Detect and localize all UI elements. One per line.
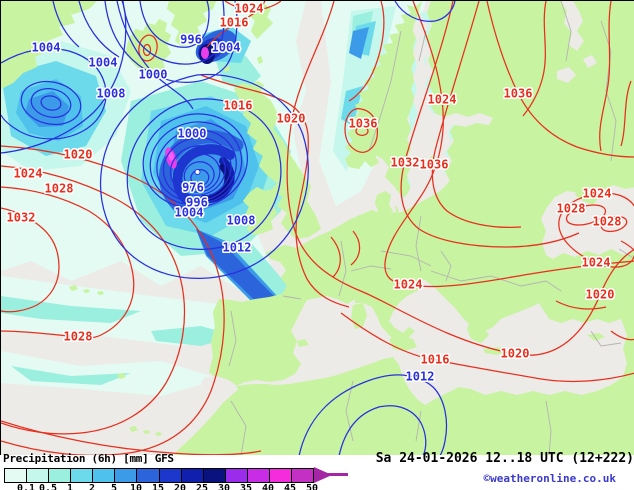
legend-title: Precipitation (6h) [mm] GFS — [3, 452, 174, 465]
isobar-label: 996 — [180, 33, 202, 47]
scale-cell — [269, 469, 293, 482]
isobar-labels: 1004100410001008996100410009769961004100… — [5, 1, 623, 385]
isobar-label: 1028 — [45, 182, 74, 196]
isobar-label: 1008 — [227, 214, 256, 228]
scale-cell — [27, 469, 50, 482]
isobar-label: 1032 — [7, 211, 36, 225]
scale-tick: 35 — [239, 483, 253, 490]
scale-tick: 20 — [173, 483, 187, 490]
isobar-label: 1028 — [593, 215, 622, 229]
isobar-label: 1004 — [212, 41, 241, 55]
scale-cell — [93, 469, 116, 482]
legend-datetime: Sa 24-01-2026 12..18 UTC (12+222) — [375, 451, 634, 466]
weather-map: 1004100410001008996100410009769961004100… — [1, 1, 634, 456]
scale-cell — [137, 469, 160, 482]
isobar-label: 1024 — [14, 167, 43, 181]
isobar-label: 1028 — [64, 330, 93, 344]
scale-tick: 50 — [305, 483, 319, 490]
map-area: 1004 1004 1000 1008 996 1004 1000 976 996 1004 100… — [0, 0, 634, 456]
scale-tick: 0.1 — [16, 483, 36, 490]
scale-tick: 1 — [66, 483, 74, 490]
scale-cell — [5, 469, 28, 482]
scale-cell — [247, 469, 270, 482]
isobar-label: 1000 — [178, 127, 207, 141]
isobar-label: 1020 — [277, 112, 306, 126]
isobar-label: 1024 — [394, 278, 423, 292]
isobar-label: 1024 — [235, 2, 264, 16]
scale-tick: 40 — [261, 483, 275, 490]
scale-tick: 10 — [129, 483, 143, 490]
isobar-label: 1036 — [420, 158, 449, 172]
scale-cell — [71, 469, 94, 482]
scale-cell — [159, 469, 182, 482]
isobar-label: 1020 — [501, 347, 530, 361]
legend: Precipitation (6h) [mm] GFS Sa 24-01-202… — [0, 451, 634, 490]
scale-cell — [115, 469, 138, 482]
precip-scale-ticks: 0.1 0.5 1 2 5 10 15 20 25 30 35 40 45 50 — [0, 483, 380, 490]
isobars-low — [1, 1, 456, 456]
isobar-label: 1020 — [586, 288, 615, 302]
scale-tick: 25 — [195, 483, 209, 490]
isobar-label: 1036 — [349, 117, 378, 131]
isobar-label: 996 — [186, 196, 208, 210]
isobar-label: 1016 — [224, 99, 253, 113]
isobar-label: 1012 — [223, 241, 252, 255]
isobar-label: 1024 — [428, 93, 457, 107]
isobar-label: 1024 — [583, 187, 612, 201]
isobar-label: 1000 — [139, 68, 168, 82]
scale-tick: 45 — [283, 483, 297, 490]
isobar-label: 1020 — [64, 148, 93, 162]
scale-tick: 0.5 — [38, 483, 58, 490]
isobar-label: 1016 — [421, 353, 450, 367]
scale-tick: 2 — [88, 483, 96, 490]
country-borders — [228, 1, 634, 456]
isobar-label: 976 — [182, 181, 204, 195]
scale-cell — [181, 469, 204, 482]
precip-scale-bar — [4, 468, 314, 483]
isobar-label: 1008 — [97, 87, 126, 101]
scale-cell — [292, 469, 314, 482]
isobar-label: 1004 — [89, 56, 118, 70]
scale-arrow-tail — [314, 473, 348, 476]
scale-cell — [225, 469, 248, 482]
isobar-label: 1012 — [406, 370, 435, 384]
isobar-label: 1024 — [582, 256, 611, 270]
scale-tick: 30 — [217, 483, 231, 490]
isobars-high — [1, 1, 634, 456]
scale-cell — [203, 469, 226, 482]
copyright-link[interactable]: ©weatheronline.co.uk — [483, 472, 616, 485]
scale-cell — [49, 469, 72, 482]
isobar-label: 1004 — [32, 41, 61, 55]
scale-tick: 15 — [151, 483, 165, 490]
isobar-label: 1004 — [175, 206, 204, 220]
isobar-label: 1032 — [391, 156, 420, 170]
isobar-label: 1036 — [504, 87, 533, 101]
isobar-label: 1028 — [557, 202, 586, 216]
isobar-label: 1016 — [220, 16, 249, 30]
scale-tick: 5 — [110, 483, 118, 490]
